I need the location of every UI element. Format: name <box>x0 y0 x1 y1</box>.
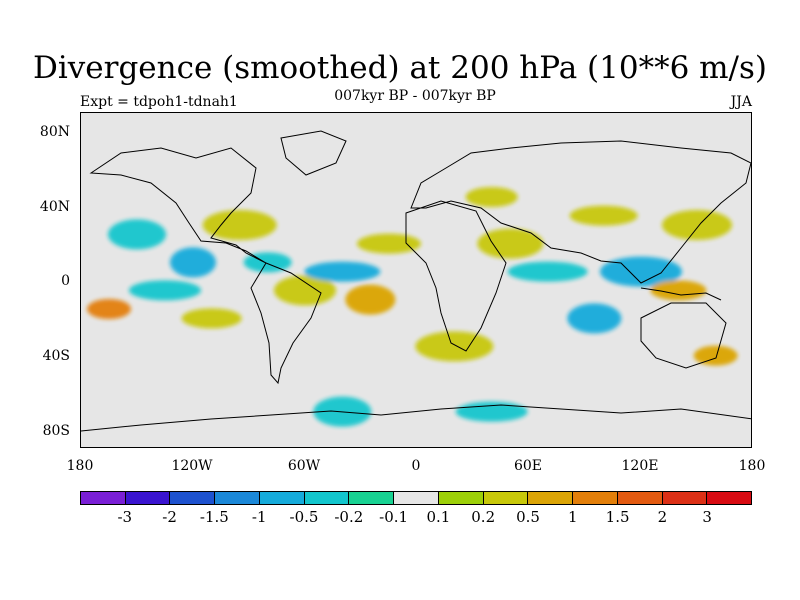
lat-label: 40S <box>42 348 70 364</box>
coastline-eurasia <box>410 140 751 284</box>
colorbar-label: 1 <box>568 508 578 526</box>
chart-title: Divergence (smoothed) at 200 hPa (10**6 … <box>33 50 767 86</box>
divergence-cell <box>274 275 336 306</box>
map-svg <box>81 113 751 447</box>
lon-label: 120E <box>621 458 659 474</box>
experiment-label: Expt = tdpoh1-tdnah1 <box>80 94 238 110</box>
colorbar-label: -0.2 <box>334 508 364 526</box>
lon-label: 0 <box>411 458 421 474</box>
colorbar-segment <box>303 491 349 505</box>
divergence-cell <box>181 308 242 329</box>
colorbar-label: 2 <box>657 508 668 526</box>
lat-label: 40N <box>39 199 70 215</box>
divergence-cell <box>507 261 588 282</box>
contour-fields <box>87 187 738 427</box>
lat-label: 80N <box>39 124 70 140</box>
colorbar-label: 0.5 <box>516 508 540 526</box>
colorbar-label: 1.5 <box>605 508 630 526</box>
coastlines <box>81 130 751 432</box>
lon-label: 120W <box>171 458 213 474</box>
divergence-cell <box>465 187 518 207</box>
lat-label: 0 <box>61 273 70 289</box>
colorbar-label: -3 <box>117 508 133 526</box>
colorbar-segment <box>527 491 573 505</box>
divergence-cell <box>202 210 277 240</box>
coastline-australia <box>640 302 727 369</box>
colorbar-segment <box>124 491 170 505</box>
lon-label: 180 <box>738 458 766 474</box>
colorbar-label: 3 <box>702 508 712 526</box>
divergence-cell <box>170 247 216 278</box>
colorbar-label: -2 <box>162 508 177 526</box>
colorbar-segment <box>393 491 438 505</box>
colorbar <box>80 491 753 505</box>
colorbar-segment <box>616 491 662 505</box>
coastline-antarctica <box>81 404 751 432</box>
divergence-cell <box>567 303 622 334</box>
colorbar-segment <box>482 491 528 505</box>
colorbar-label: -1.5 <box>199 508 229 526</box>
colorbar-label: -1 <box>251 508 267 526</box>
coastline-north-america <box>89 147 267 264</box>
coastline-africa <box>405 200 507 352</box>
divergence-cell <box>455 401 528 422</box>
divergence-map <box>80 112 752 448</box>
colorbar-segment <box>437 491 483 505</box>
divergence-cell <box>600 256 682 287</box>
season-label: JJA <box>730 94 752 110</box>
divergence-cell <box>129 280 201 301</box>
divergence-cell <box>357 233 421 254</box>
colorbar-label: 0.2 <box>471 508 496 526</box>
divergence-cell <box>108 219 166 250</box>
coastline-indonesia <box>640 287 722 301</box>
colorbar-segment <box>661 491 707 505</box>
divergence-cell <box>477 228 544 259</box>
divergence-cell <box>345 284 396 315</box>
lat-label: 80S <box>42 423 70 439</box>
divergence-cell <box>87 299 131 319</box>
colorbar-segment <box>572 491 617 505</box>
divergence-cell <box>693 345 738 366</box>
coastline-south-america <box>250 262 322 385</box>
colorbar-segment <box>80 491 125 505</box>
colorbar-segment <box>348 491 394 505</box>
lon-label: 60E <box>513 458 543 474</box>
coastline-greenland <box>280 130 347 176</box>
colorbar-segment <box>169 491 215 505</box>
divergence-cell <box>650 280 707 301</box>
colorbar-segment <box>706 491 753 505</box>
divergence-cell <box>304 261 381 282</box>
lon-label: 60W <box>287 458 321 474</box>
divergence-cell <box>415 331 494 362</box>
lon-label: 180 <box>66 458 94 474</box>
colorbar-label: -0.1 <box>379 508 409 526</box>
chart-subtitle: 007kyr BP - 007kyr BP <box>334 88 496 104</box>
colorbar-label: 0.1 <box>426 508 451 526</box>
colorbar-segment <box>258 491 304 505</box>
divergence-cell <box>569 205 638 226</box>
divergence-cell <box>662 210 732 240</box>
colorbar-label: -0.5 <box>289 508 319 526</box>
colorbar-segment <box>214 491 259 505</box>
